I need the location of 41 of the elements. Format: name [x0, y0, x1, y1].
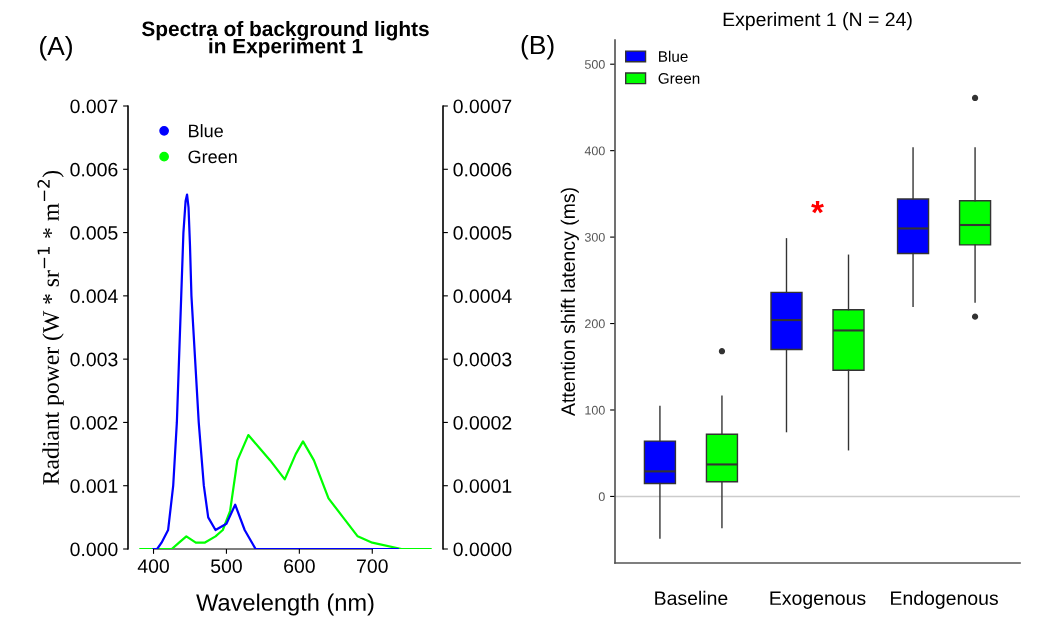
x-tick-label: Exogenous	[770, 591, 866, 609]
text: (A)	[40, 36, 72, 61]
y2-tick-label: 0.0003	[453, 352, 512, 367]
y-tick-label: 0.000	[70, 542, 118, 557]
y-tick-label: 0.001	[70, 479, 118, 493]
annotation: *	[811, 200, 824, 214]
y-axis-title: Radiant power (W * sr$^{−1}$ * m$^{−2}$)	[37, 170, 64, 485]
y2-tick-label: 0.0001	[453, 479, 512, 493]
legend-label: Green	[188, 150, 237, 164]
y-tick-label: 0.004	[70, 289, 118, 304]
y-tick-label: 100	[585, 405, 605, 415]
chart-title: Spectra of background lights in Experiment 1	[142, 20, 429, 58]
y2-tick-label: 0.0004	[453, 289, 512, 304]
y2-tick-label: 0.0000	[453, 542, 512, 557]
y-axis-title: Attention shift latency (ms)	[560, 188, 579, 416]
x-tick-label: Baseline	[655, 590, 728, 606]
x-tick-label: 700	[357, 559, 388, 573]
text: (B)	[521, 35, 554, 60]
legend-label: Blue	[659, 50, 688, 62]
y2-tick-label: 0.0006	[453, 162, 512, 177]
y-tick-label: 0.007	[70, 99, 118, 114]
x-tick-label: 400	[137, 559, 169, 573]
y-tick-label: 0.006	[70, 162, 118, 177]
chart-title: Experiment 1 (N = 24)	[723, 12, 912, 31]
x-tick-label: 600	[284, 559, 315, 573]
y-tick-label: 0	[598, 492, 605, 502]
y-tick-label: 400	[584, 146, 605, 156]
legend-label: Blue	[189, 124, 223, 138]
x-tick-label: 500	[211, 559, 242, 573]
y-tick-label: 0.005	[70, 226, 118, 240]
y-tick-label: 300	[584, 232, 605, 242]
x-axis-title: Wavelength (nm)	[196, 593, 374, 616]
y-tick-label: 0.003	[70, 352, 118, 367]
y2-tick-label: 0.0002	[453, 415, 512, 430]
y-tick-label: 200	[585, 319, 605, 329]
y2-tick-label: 0.0005	[453, 226, 512, 240]
legend-label: Green	[658, 72, 700, 84]
x-tick-label: Endogenous	[891, 590, 998, 609]
y2-tick-label: 0.0007	[453, 99, 512, 114]
y-tick-label: 0.002	[70, 415, 118, 430]
y-tick-label: 500	[584, 60, 605, 69]
